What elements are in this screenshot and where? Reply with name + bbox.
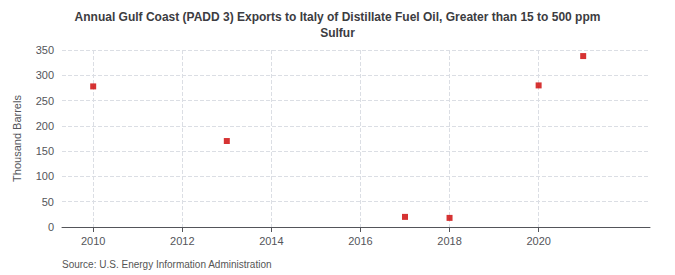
svg-text:200: 200 [36,120,54,132]
svg-text:Thousand Barrels: Thousand Barrels [11,95,23,182]
svg-text:350: 350 [36,44,54,56]
svg-text:2014: 2014 [259,235,283,247]
svg-text:Source: U.S. Energy Informatio: Source: U.S. Energy Information Administ… [62,259,272,270]
svg-text:0: 0 [48,221,54,233]
svg-text:50: 50 [42,196,54,208]
svg-text:150: 150 [36,145,54,157]
svg-text:250: 250 [36,95,54,107]
svg-text:2020: 2020 [526,235,550,247]
svg-text:300: 300 [36,69,54,81]
svg-text:2018: 2018 [437,235,461,247]
svg-text:100: 100 [36,170,54,182]
svg-text:2012: 2012 [170,235,194,247]
svg-text:2010: 2010 [81,235,105,247]
svg-text:Annual Gulf Coast (PADD 3) Exp: Annual Gulf Coast (PADD 3) Exports to It… [75,10,601,24]
svg-text:Sulfur: Sulfur [320,26,355,40]
svg-text:2016: 2016 [348,235,372,247]
